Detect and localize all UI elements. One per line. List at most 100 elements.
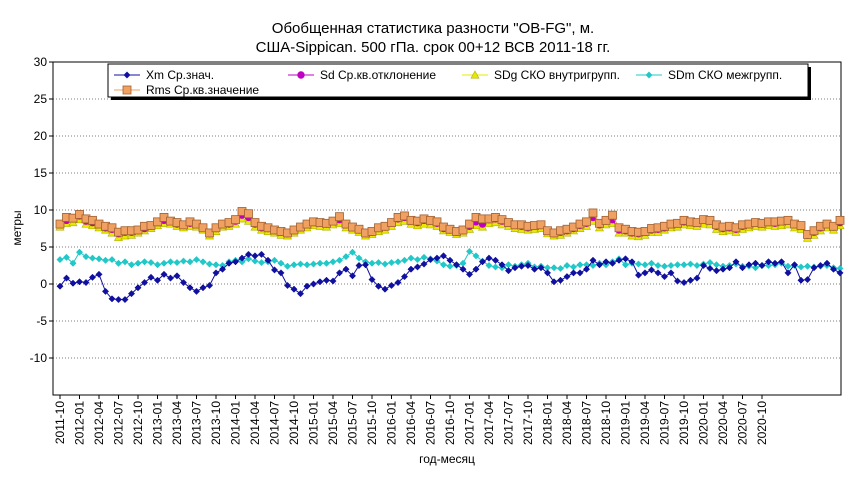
data-point bbox=[316, 278, 324, 286]
data-point bbox=[465, 219, 474, 229]
legend-label: SDm СКО межгрупп. bbox=[668, 68, 782, 82]
data-point bbox=[764, 258, 773, 266]
data-point bbox=[257, 250, 266, 258]
data-point bbox=[140, 278, 149, 287]
data-point bbox=[355, 261, 363, 270]
x-tick-label: 2016-04 bbox=[404, 401, 418, 445]
data-point bbox=[296, 260, 305, 268]
data-point bbox=[199, 284, 207, 292]
data-point bbox=[537, 264, 545, 272]
x-tick-label: 2017-10 bbox=[521, 401, 535, 445]
data-point bbox=[530, 265, 539, 273]
data-point bbox=[322, 276, 331, 284]
data-point bbox=[394, 278, 402, 287]
data-point bbox=[348, 272, 357, 280]
data-point bbox=[465, 270, 474, 278]
data-point bbox=[472, 252, 480, 260]
x-tick-label: 2020-10 bbox=[755, 401, 769, 445]
data-point bbox=[563, 273, 571, 281]
data-point bbox=[205, 281, 214, 290]
data-point bbox=[95, 270, 103, 278]
x-tick-label: 2012-01 bbox=[73, 401, 87, 445]
data-point bbox=[829, 221, 838, 231]
legend-marker bbox=[645, 71, 653, 79]
data-point bbox=[368, 276, 376, 284]
data-point bbox=[686, 276, 695, 284]
data-point bbox=[270, 266, 279, 274]
data-point bbox=[335, 256, 344, 264]
data-point bbox=[316, 259, 324, 267]
data-point bbox=[127, 261, 136, 269]
data-point bbox=[588, 208, 598, 218]
data-point bbox=[543, 269, 552, 277]
data-point bbox=[835, 215, 845, 225]
data-point bbox=[394, 258, 402, 266]
data-point bbox=[296, 290, 305, 298]
data-point bbox=[621, 261, 630, 269]
chart-title-line2: США-Sippican. 500 гПа. срок 00+12 ВСВ 20… bbox=[256, 39, 611, 56]
y-tick-label: 0 bbox=[40, 277, 47, 291]
data-point bbox=[82, 253, 90, 261]
data-point bbox=[283, 281, 292, 290]
data-point bbox=[595, 261, 604, 269]
data-point bbox=[303, 282, 311, 290]
data-point bbox=[329, 277, 337, 285]
data-point bbox=[641, 269, 649, 277]
x-tick-label: 2020-04 bbox=[716, 401, 730, 445]
data-point bbox=[777, 258, 786, 266]
data-point bbox=[673, 277, 682, 285]
x-tick-label: 2013-07 bbox=[190, 401, 204, 445]
data-point bbox=[745, 261, 753, 269]
data-point bbox=[212, 269, 220, 277]
data-point bbox=[446, 262, 454, 270]
data-point bbox=[810, 264, 818, 272]
data-point bbox=[108, 295, 116, 303]
data-point bbox=[485, 261, 493, 270]
data-point bbox=[400, 273, 409, 281]
data-point bbox=[121, 295, 129, 304]
x-tick-label: 2015-01 bbox=[307, 401, 321, 445]
data-point bbox=[329, 258, 337, 266]
data-point bbox=[101, 287, 110, 295]
data-point bbox=[725, 264, 734, 272]
data-point bbox=[634, 260, 643, 268]
data-point bbox=[491, 256, 500, 264]
data-point bbox=[751, 259, 760, 267]
x-tick-label: 2015-10 bbox=[365, 401, 379, 445]
data-point bbox=[446, 256, 454, 264]
data-point bbox=[244, 255, 253, 263]
data-point bbox=[582, 265, 591, 273]
legend-marker bbox=[297, 71, 305, 79]
data-point bbox=[400, 211, 409, 221]
data-point bbox=[809, 226, 819, 236]
legend-marker bbox=[123, 71, 131, 79]
data-point bbox=[244, 250, 253, 258]
data-point bbox=[452, 261, 461, 269]
x-tick-label: 2019-04 bbox=[638, 401, 652, 445]
chart-title-line1: Обобщенная статистика разности "OB-FG", … bbox=[272, 20, 594, 37]
data-point bbox=[368, 259, 376, 267]
data-point bbox=[654, 261, 662, 270]
data-point bbox=[790, 261, 799, 269]
x-tick-label: 2014-01 bbox=[229, 401, 243, 445]
x-axis-ticks: 2011-10 2012-01 2012-04 2012-07 2012-10 2013-… bbox=[53, 395, 769, 445]
legend-label: Xm Ср.знач. bbox=[146, 68, 214, 82]
data-point bbox=[225, 259, 233, 267]
y-tick-label: 25 bbox=[34, 92, 48, 106]
y-axis-ticks: 30 25 20 15 10 5 0 -5 -10 bbox=[30, 55, 53, 365]
x-tick-label: 2013-01 bbox=[151, 401, 165, 445]
data-point bbox=[270, 256, 279, 264]
data-point bbox=[218, 265, 227, 273]
data-point bbox=[303, 261, 311, 269]
x-tick-label: 2016-07 bbox=[424, 401, 438, 445]
data-point bbox=[75, 210, 84, 219]
data-point bbox=[459, 265, 467, 273]
data-point bbox=[153, 276, 162, 284]
data-point bbox=[478, 258, 487, 266]
data-point bbox=[309, 260, 318, 268]
data-point bbox=[212, 261, 220, 269]
data-point bbox=[114, 259, 123, 267]
data-point bbox=[660, 273, 669, 281]
data-point bbox=[732, 258, 740, 266]
